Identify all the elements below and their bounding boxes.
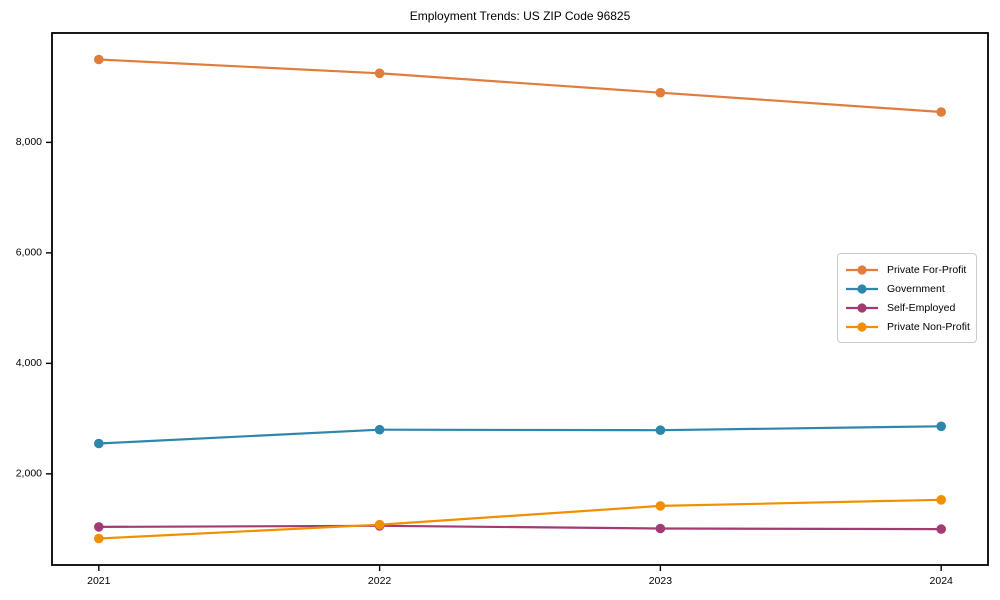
legend-sample-private-for-profit bbox=[846, 265, 878, 275]
data-point-self-employed bbox=[936, 524, 946, 534]
legend-item-private-non-profit: Private Non-Profit bbox=[845, 318, 970, 336]
data-point-private-non-profit bbox=[936, 495, 946, 505]
x-tick-label: 2022 bbox=[368, 575, 392, 587]
x-tick-label: 2021 bbox=[87, 575, 111, 587]
data-point-private-non-profit bbox=[374, 519, 385, 530]
y-tick-label: 2,000 bbox=[16, 468, 42, 480]
plot-spines bbox=[51, 32, 989, 566]
data-point-private-for-profit bbox=[936, 107, 946, 117]
legend-item-government: Government bbox=[845, 280, 968, 298]
x-tick-label: 2024 bbox=[930, 575, 954, 587]
legend-label: Private Non-Profit bbox=[887, 321, 970, 333]
data-point-government bbox=[94, 438, 104, 449]
legend-item-private-for-profit: Private For-Profit bbox=[845, 261, 968, 279]
y-tick-label: 4,000 bbox=[16, 357, 42, 369]
legend-sample-government bbox=[846, 284, 878, 294]
legend-label: Government bbox=[887, 283, 945, 295]
y-tick-label: 6,000 bbox=[16, 247, 42, 259]
data-point-private-for-profit bbox=[374, 68, 385, 79]
series-line-private-for-profit bbox=[97, 58, 943, 114]
legend-sample-self-employed bbox=[846, 303, 878, 313]
data-point-private-non-profit bbox=[655, 501, 666, 511]
legend: Private For-Profit Government Self-Emplo… bbox=[837, 253, 977, 343]
data-point-government bbox=[655, 425, 666, 436]
data-point-self-employed bbox=[94, 522, 104, 532]
series-line-government bbox=[97, 425, 943, 445]
series-line-self-employed bbox=[97, 524, 943, 531]
legend-item-self-employed: Self-Employed bbox=[845, 299, 968, 317]
data-point-private-for-profit bbox=[655, 87, 666, 98]
data-point-private-non-profit bbox=[94, 533, 104, 544]
y-tick-label: 8,000 bbox=[16, 136, 42, 148]
series-line-private-non-profit bbox=[97, 498, 943, 540]
data-point-self-employed bbox=[655, 523, 666, 534]
legend-label: Private For-Profit bbox=[887, 264, 967, 276]
legend-sample-private-non-profit bbox=[846, 322, 878, 332]
legend-label: Self-Employed bbox=[887, 302, 956, 314]
data-point-government bbox=[374, 424, 385, 435]
data-point-government bbox=[936, 421, 946, 432]
x-tick-label: 2023 bbox=[649, 575, 673, 587]
data-point-private-for-profit bbox=[94, 54, 104, 65]
chart-title: Employment Trends: US ZIP Code 96825 bbox=[409, 9, 631, 23]
